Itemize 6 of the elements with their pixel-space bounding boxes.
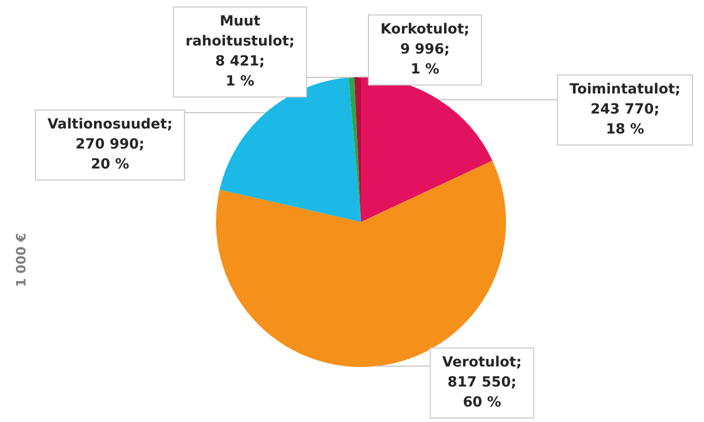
slice-label: Muut rahoitustulot; 8 421; 1 % — [185, 14, 295, 90]
slice-label: Verotulot; 817 550; 60 % — [442, 354, 522, 411]
text: 1 000 € — [14, 232, 30, 288]
slice-label: Toimintatulot; 243 770; 18 % — [570, 82, 680, 138]
slice-label: Valtionosuudet; 270 990; 20 % — [47, 116, 173, 173]
slice-label: Korkotulot; 9 996; 1 % — [380, 22, 470, 78]
